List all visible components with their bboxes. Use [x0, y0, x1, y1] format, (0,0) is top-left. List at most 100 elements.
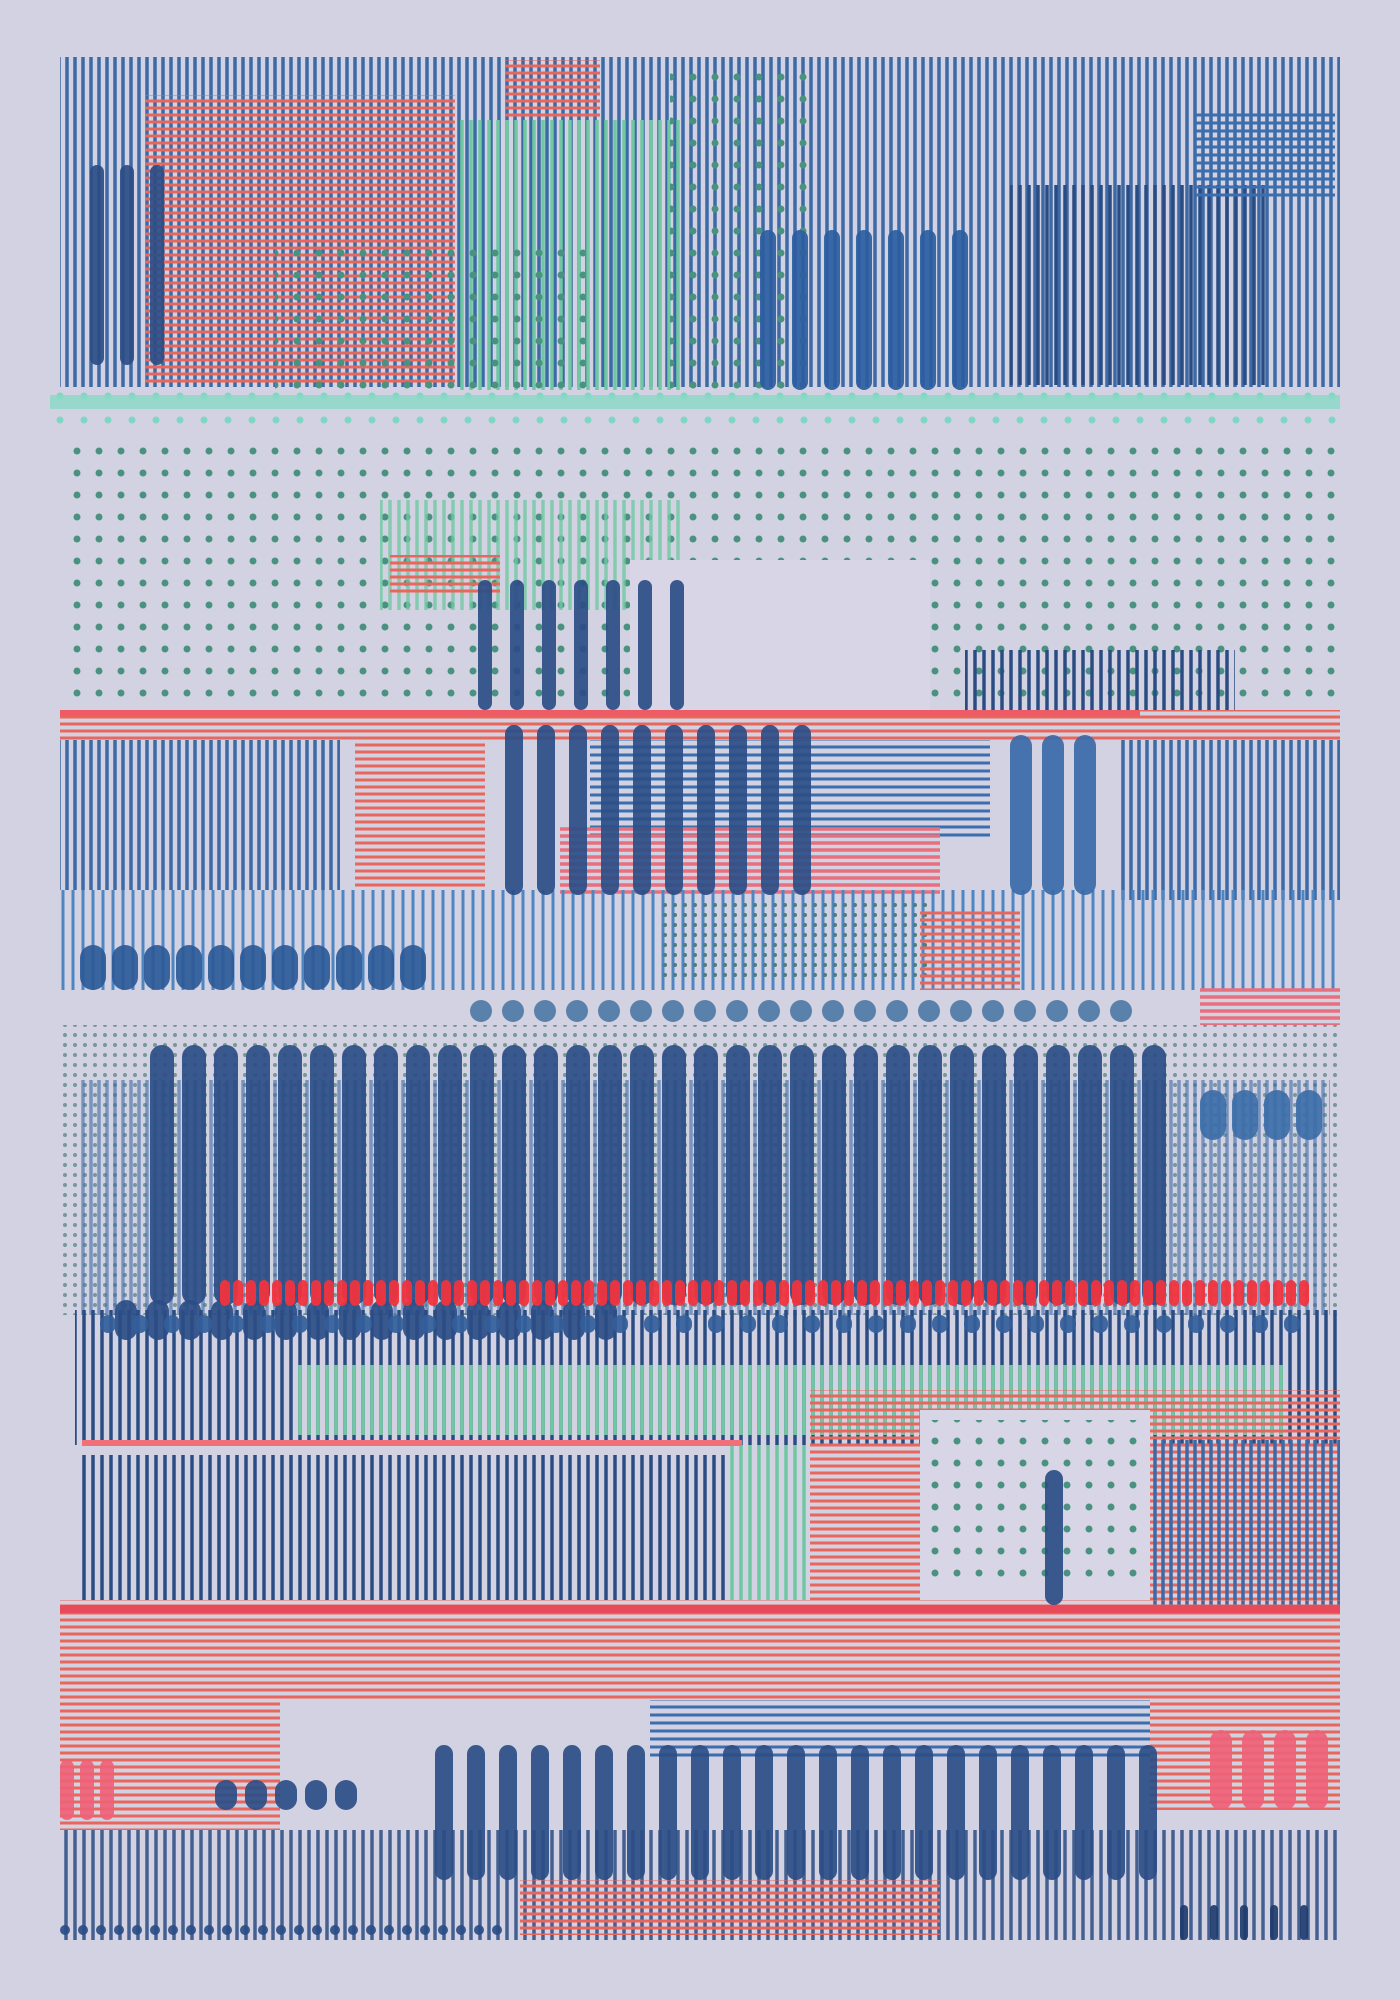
pill	[304, 945, 330, 990]
pill	[1104, 1280, 1114, 1306]
pill	[856, 230, 872, 390]
pill	[493, 1280, 503, 1306]
pill	[240, 1925, 250, 1935]
pill	[1043, 1745, 1061, 1880]
pill	[688, 1280, 698, 1306]
pill	[979, 1745, 997, 1880]
pill	[670, 580, 684, 710]
pill	[1270, 1905, 1278, 1940]
pill	[595, 1300, 617, 1340]
pill	[1124, 1315, 1140, 1333]
pill	[1195, 1280, 1205, 1306]
pill	[428, 1280, 438, 1306]
pill	[1110, 1000, 1132, 1022]
block	[60, 740, 340, 890]
pill	[112, 945, 138, 990]
block	[275, 240, 585, 390]
pill	[1107, 1745, 1125, 1880]
block	[930, 1420, 1140, 1590]
pill	[531, 1300, 553, 1340]
pill	[363, 1280, 373, 1306]
pill	[662, 1280, 672, 1306]
pill	[886, 1045, 910, 1305]
pill	[510, 580, 524, 710]
pill	[952, 230, 968, 390]
pill	[208, 945, 234, 990]
pill	[900, 1315, 916, 1333]
pill	[918, 1045, 942, 1305]
pill	[330, 1925, 340, 1935]
pill	[922, 1280, 932, 1306]
pill	[571, 1280, 581, 1306]
pill	[612, 1315, 628, 1333]
pill	[740, 1280, 750, 1306]
pill	[1075, 1745, 1093, 1880]
pill	[610, 1280, 620, 1306]
pill	[580, 1315, 596, 1333]
block	[80, 1455, 730, 1600]
pill	[1117, 1280, 1127, 1306]
pill	[1210, 1905, 1218, 1940]
pill	[644, 1315, 660, 1333]
pill	[534, 1045, 558, 1305]
pill	[275, 1300, 297, 1340]
pill	[534, 1000, 556, 1022]
pill	[1232, 1090, 1258, 1140]
block	[670, 60, 810, 390]
pill	[883, 1280, 893, 1306]
pill	[1078, 1280, 1088, 1306]
pill	[691, 1745, 709, 1880]
pill	[400, 945, 426, 990]
pill	[1252, 1315, 1268, 1333]
pill	[758, 1000, 780, 1022]
pill	[753, 1280, 763, 1306]
pill	[516, 1315, 532, 1333]
pill	[694, 1045, 718, 1305]
pill	[420, 1315, 436, 1333]
pill	[915, 1745, 933, 1880]
pill	[374, 1045, 398, 1305]
pill	[792, 230, 808, 390]
block	[1010, 185, 1270, 385]
pill	[388, 1315, 404, 1333]
pill	[758, 1045, 782, 1305]
pill	[909, 1280, 919, 1306]
pill	[606, 580, 620, 710]
pill	[403, 1300, 425, 1340]
pill	[275, 1780, 297, 1810]
pill	[822, 1045, 846, 1305]
pill	[1039, 1280, 1049, 1306]
pill	[787, 1745, 805, 1880]
pill	[1060, 1315, 1076, 1333]
pill	[132, 1925, 142, 1935]
block	[660, 900, 930, 980]
pill	[1046, 1000, 1068, 1022]
pill	[790, 1045, 814, 1305]
pill	[470, 1000, 492, 1022]
pill	[888, 230, 904, 390]
pill	[950, 1000, 972, 1022]
pill	[240, 945, 266, 990]
pill	[1264, 1090, 1290, 1140]
pill	[723, 1745, 741, 1880]
pill	[96, 1925, 106, 1935]
pill	[755, 1745, 773, 1880]
pill	[987, 1280, 997, 1306]
pill	[368, 945, 394, 990]
pill	[441, 1280, 451, 1306]
pill	[259, 1280, 269, 1306]
pill	[761, 725, 779, 895]
pill	[132, 1315, 148, 1333]
pill	[1296, 1090, 1322, 1140]
block	[590, 740, 990, 840]
pill	[566, 1000, 588, 1022]
block	[1200, 985, 1340, 1025]
pill	[727, 1280, 737, 1306]
block	[520, 1880, 940, 1935]
pill	[258, 1925, 268, 1935]
pill	[246, 1280, 256, 1306]
pill	[1026, 1280, 1036, 1306]
pill	[1182, 1280, 1192, 1306]
pill	[1013, 1280, 1023, 1306]
